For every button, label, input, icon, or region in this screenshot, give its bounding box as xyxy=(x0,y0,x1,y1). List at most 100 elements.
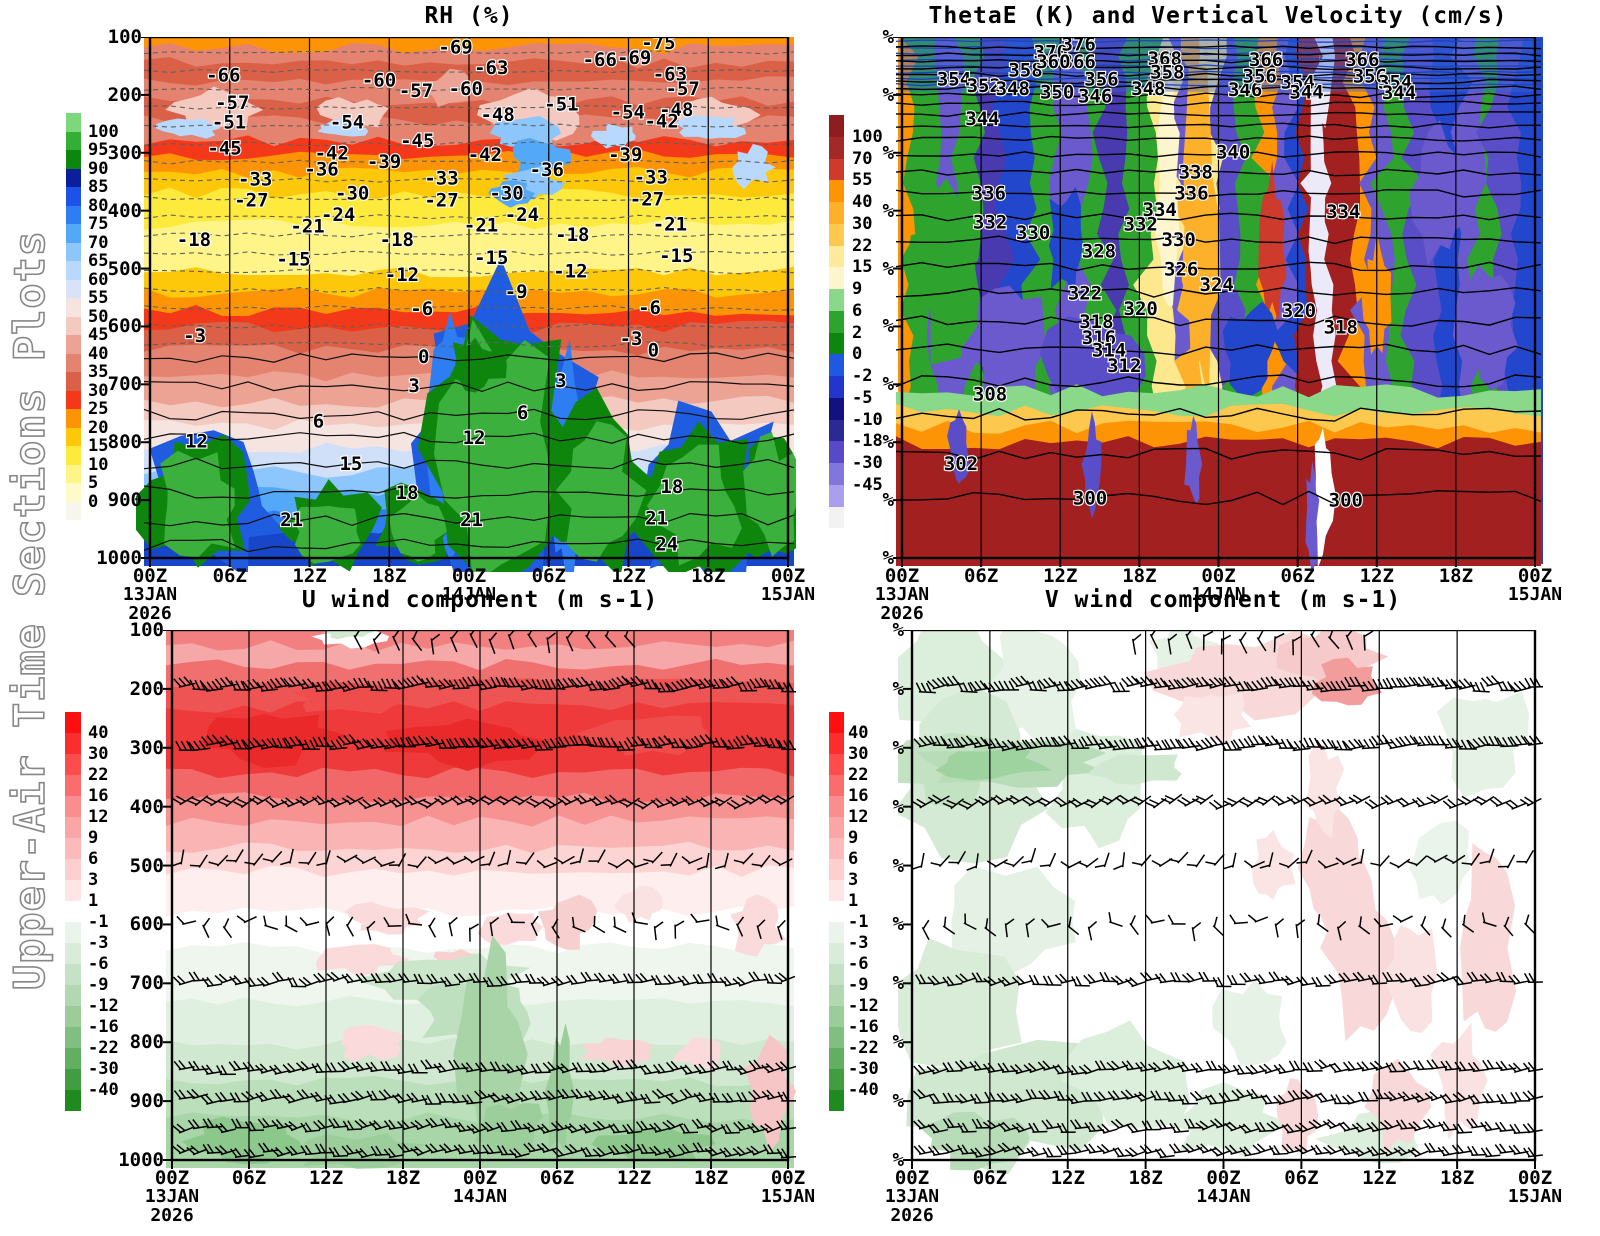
xtick-label: 06Z xyxy=(1284,1167,1319,1189)
colorbar-label: -10 xyxy=(852,409,883,430)
svg-text:18: 18 xyxy=(660,476,683,498)
ytick-label: % xyxy=(892,736,904,759)
date-label: 2026 xyxy=(128,603,172,624)
ytick-label: % xyxy=(892,1090,904,1113)
colorbar-cell xyxy=(829,901,844,922)
svg-text:308: 308 xyxy=(973,383,1007,405)
svg-text:-39: -39 xyxy=(367,151,401,173)
svg-text:-15: -15 xyxy=(659,245,693,267)
xtick-label: 12Z xyxy=(616,1167,652,1189)
colorbar-cell xyxy=(829,223,844,246)
svg-text:334: 334 xyxy=(1143,199,1177,221)
colorbar-label: 12 xyxy=(88,807,109,827)
colorbar-cell xyxy=(829,419,844,442)
xtick-label: 18Z xyxy=(693,1167,729,1189)
svg-text:350: 350 xyxy=(1040,82,1074,104)
svg-text:-33: -33 xyxy=(238,169,272,191)
xtick-label: 06Z xyxy=(963,565,999,587)
svg-text:354: 354 xyxy=(1378,71,1412,93)
xtick-label: 00Z xyxy=(451,565,487,587)
date-label: 15JAN xyxy=(760,1186,816,1207)
colorbar-cell xyxy=(66,187,81,206)
svg-text:-66: -66 xyxy=(583,49,617,71)
colorbar-label: 75 xyxy=(88,214,109,234)
colorbar-label: 30 xyxy=(88,744,109,764)
svg-text:-18: -18 xyxy=(555,224,589,246)
colorbar-cell xyxy=(829,202,844,224)
xtick-label: 00Z xyxy=(154,1167,190,1189)
xtick-label: 06Z xyxy=(531,565,566,587)
colorbar-cell xyxy=(829,115,844,137)
svg-text:358: 358 xyxy=(1150,61,1184,83)
svg-text:-57: -57 xyxy=(666,78,700,100)
svg-text:-12: -12 xyxy=(385,264,419,286)
contour-labels-layer: 3543523483583703763663603503563463443683… xyxy=(936,37,1418,513)
svg-text:-21: -21 xyxy=(464,215,498,237)
ytick-label: 600 xyxy=(107,315,142,338)
xtick-label: 06Z xyxy=(1280,565,1315,587)
colorbar-label: -1 xyxy=(88,912,109,932)
colorbar-cell xyxy=(65,985,81,1006)
wind-barbs-layer xyxy=(171,630,796,1159)
colorbar-label: 40 xyxy=(88,723,109,743)
colorbar-cell xyxy=(829,397,844,420)
colorbar-label: 40 xyxy=(848,723,869,743)
xtick-label: 18Z xyxy=(691,565,726,587)
svg-text:21: 21 xyxy=(280,509,303,531)
ytick-label: % xyxy=(892,913,904,936)
colorbar-label: 40 xyxy=(852,192,873,212)
ytick-label: 800 xyxy=(129,1031,164,1054)
colorbar-label: 9 xyxy=(852,279,863,299)
side-label-text: Upper-Air Time Sections Plots xyxy=(5,230,54,990)
colorbar-label: -16 xyxy=(88,1017,119,1037)
colorbar-label: 55 xyxy=(88,288,109,308)
svg-text:312: 312 xyxy=(1107,355,1141,377)
svg-text:-51: -51 xyxy=(544,94,578,116)
colorbar-label: 50 xyxy=(88,306,109,327)
svg-text:-48: -48 xyxy=(659,99,693,121)
panel-v-wind-title: V wind component (m s-1) xyxy=(1044,587,1402,613)
svg-text:-6: -6 xyxy=(410,298,433,320)
colorbar-cell xyxy=(65,754,81,775)
colorbar-cell xyxy=(829,376,844,398)
colorbar-cell xyxy=(829,267,844,289)
date-label: 13JAN xyxy=(144,1186,200,1207)
colorbar-cell xyxy=(65,1090,81,1111)
svg-text:-9: -9 xyxy=(505,281,528,303)
colorbar-label: 85 xyxy=(88,177,109,197)
svg-text:-63: -63 xyxy=(474,57,508,79)
colorbar-cell xyxy=(829,796,844,817)
ytick-label: % xyxy=(882,199,894,222)
ytick-label: 100 xyxy=(129,619,164,641)
colorbar-label: -30 xyxy=(88,1059,119,1079)
svg-text:-54: -54 xyxy=(611,102,645,124)
svg-text:354: 354 xyxy=(1281,71,1315,93)
date-label: 13JAN xyxy=(884,1186,940,1207)
colorbar-label: -12 xyxy=(88,996,119,1016)
colorbar-cell xyxy=(829,332,844,355)
colorbar-label: 60 xyxy=(88,269,109,290)
field-layer xyxy=(896,37,1543,572)
colorbar-cell xyxy=(66,298,81,317)
svg-text:-51: -51 xyxy=(212,111,246,133)
ytick-label: % xyxy=(882,373,894,396)
field-layer xyxy=(166,630,796,1169)
date-label: 2026 xyxy=(880,603,924,624)
svg-text:-30: -30 xyxy=(335,182,369,204)
colorbar-cell xyxy=(66,390,81,409)
svg-text:15: 15 xyxy=(339,453,362,475)
svg-text:366: 366 xyxy=(1062,51,1096,73)
svg-text:324: 324 xyxy=(1200,274,1234,296)
xtick-label: 12Z xyxy=(1043,565,1078,587)
colorbar-label: -30 xyxy=(852,453,883,473)
colorbar-cell xyxy=(829,463,844,485)
svg-text:-3: -3 xyxy=(183,325,206,347)
colorbar-label: 6 xyxy=(848,849,859,869)
contour-labels-layer: -66-57-51-45-33-27-18-3-60-54-42-36-30-2… xyxy=(176,37,701,557)
colorbar-cell xyxy=(65,964,81,985)
svg-text:-60: -60 xyxy=(449,78,483,100)
figure-side-label: Upper-Air Time Sections Plots xyxy=(4,229,55,991)
contour-lines-layer xyxy=(895,39,1542,506)
colorbar-cell xyxy=(65,796,81,817)
